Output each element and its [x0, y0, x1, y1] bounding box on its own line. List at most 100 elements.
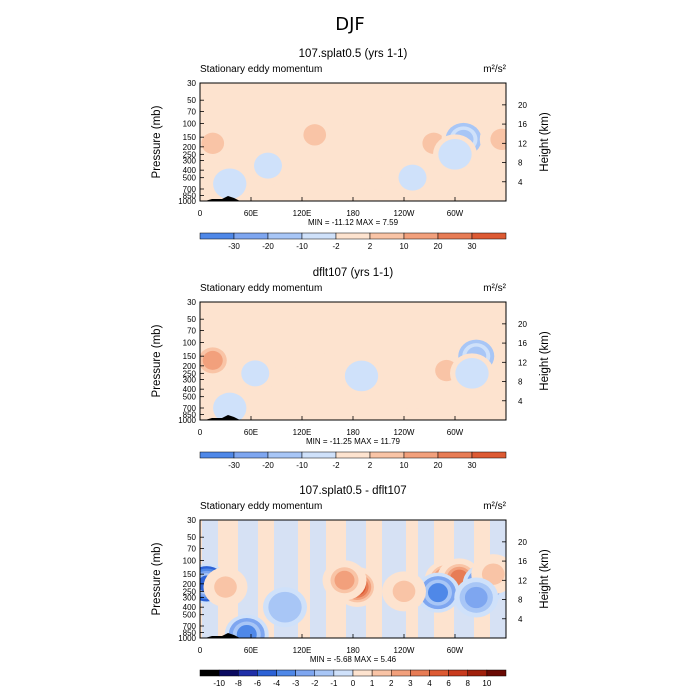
y-right-tick-label: 20 [518, 101, 527, 110]
y-tick-label: 500 [183, 611, 197, 620]
y-right-tick-label: 4 [518, 397, 523, 406]
contour-blob [218, 173, 242, 195]
x-tick-label: 0 [198, 646, 203, 655]
y-tick-label: 50 [187, 533, 196, 542]
y-tick-label: 1000 [178, 634, 196, 643]
panel-title: 107.splat0.5 (yrs 1-1) [299, 48, 408, 60]
y-axis-label: Pressure (mb) [151, 542, 163, 615]
y-tick-label: 50 [187, 315, 196, 324]
colorbar-box [486, 669, 507, 677]
colorbar-label: -2 [311, 679, 319, 688]
units-label: m²/s² [483, 501, 506, 512]
y-tick-label: 700 [183, 185, 197, 194]
y-tick-label: 150 [183, 570, 197, 579]
contour-blob [428, 583, 448, 603]
colorbar-box [333, 669, 354, 677]
y-right-tick-label: 20 [518, 320, 527, 329]
colorbar-box [369, 232, 405, 240]
colorbar-label: 10 [400, 242, 409, 251]
colorbar-label: 4 [427, 679, 432, 688]
contour-blob [398, 164, 427, 191]
units-label: m²/s² [483, 64, 506, 75]
y-tick-label: 1000 [178, 197, 196, 206]
colorbar-box [199, 232, 235, 240]
colorbar-label: -2 [332, 461, 340, 470]
chart-panel-3: 107.splat0.5 - dflt107 Stationary eddy mo… [151, 485, 551, 688]
x-tick-label: 180 [346, 209, 360, 218]
y-right-axis-label: Height (km) [539, 112, 551, 172]
x-tick-label: 0 [198, 428, 203, 437]
y-tick-label: 200 [183, 143, 197, 152]
x-tick-label: 60W [447, 646, 464, 655]
colorbar-box [238, 669, 258, 677]
colorbar-box [301, 232, 337, 240]
x-tick-label: 60W [447, 209, 464, 218]
colorbar-box [199, 669, 220, 677]
colorbar-box [314, 669, 335, 677]
figure-title: DJF [335, 14, 365, 35]
y-tick-label: 850 [183, 411, 197, 420]
y-tick-label: 100 [183, 120, 197, 129]
y-right-tick-label: 16 [518, 120, 527, 129]
colorbar-label: 20 [434, 242, 443, 251]
colorbar-label: 30 [468, 242, 477, 251]
colorbar-box [295, 669, 315, 677]
y-tick-label: 300 [183, 156, 197, 165]
x-tick-label: 120W [394, 646, 415, 655]
colorbar-label: 2 [368, 242, 373, 251]
contour-blob [481, 563, 505, 585]
chart-panel-1: 107.splat0.5 (yrs 1-1) Stationary eddy mo… [151, 48, 551, 251]
x-tick-label: 120E [293, 646, 312, 655]
y-tick-label: 30 [187, 516, 196, 525]
contour-blob [443, 143, 467, 166]
y-tick-label: 300 [183, 375, 197, 384]
y-tick-label: 200 [183, 362, 197, 371]
y-tick-label: 400 [183, 385, 197, 394]
colorbar-label: -30 [228, 242, 240, 251]
panels: 107.splat0.5 (yrs 1-1) Stationary eddy mo… [151, 48, 551, 688]
colorbar-box [448, 669, 468, 677]
contour-blob [392, 580, 416, 603]
y-right-tick-label: 8 [518, 378, 523, 387]
colorbar-label: -20 [262, 461, 274, 470]
colorbar-box [335, 232, 371, 240]
contour-blob [236, 624, 257, 638]
colorbar-label: 3 [408, 679, 413, 688]
topography [205, 633, 240, 638]
x-tick-label: 180 [346, 646, 360, 655]
y-tick-label: 70 [187, 108, 196, 117]
colorbar-box [437, 232, 473, 240]
colorbar-box [267, 232, 303, 240]
plot-area [200, 520, 506, 638]
x-tick-label: 60W [447, 428, 464, 437]
panel-subtitle: Stationary eddy momentum [200, 501, 322, 512]
y-tick-label: 100 [183, 339, 197, 348]
panel-title: dflt107 (yrs 1-1) [313, 267, 394, 279]
colorbar-label: 2 [368, 461, 373, 470]
x-tick-label: 120E [293, 209, 312, 218]
colorbar-label: -6 [254, 679, 262, 688]
y-tick-label: 100 [183, 557, 197, 566]
colorbar-label: -4 [273, 679, 281, 688]
x-tick-label: 120W [394, 209, 415, 218]
contour-blob [273, 596, 297, 618]
units-label: m²/s² [483, 283, 506, 294]
topography [205, 415, 240, 420]
colorbar-label: -2 [332, 242, 340, 251]
field-band [238, 520, 258, 638]
y-tick-label: 30 [187, 79, 196, 88]
colorbar-label: -1 [330, 679, 338, 688]
y-tick-label: 500 [183, 393, 197, 402]
y-tick-label: 400 [183, 166, 197, 175]
colorbar-box [403, 232, 439, 240]
colorbar-label: -10 [213, 679, 225, 688]
colorbar-box [371, 669, 392, 677]
contour-blob [241, 360, 270, 387]
colorbar-label: 20 [434, 461, 443, 470]
y-tick-label: 1000 [178, 416, 196, 425]
y-right-tick-label: 4 [518, 178, 523, 187]
y-tick-label: 250 [183, 369, 197, 378]
contour-blob [334, 570, 355, 590]
contour-blob [218, 397, 242, 419]
